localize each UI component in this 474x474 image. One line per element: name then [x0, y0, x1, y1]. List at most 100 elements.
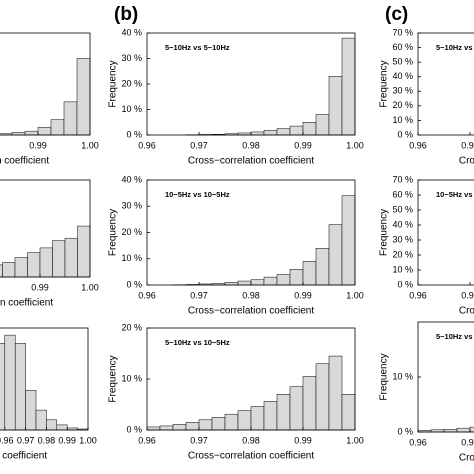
histogram-bar [328, 224, 343, 286]
histogram-bar [315, 363, 330, 431]
x-tick-label: 0.97 [461, 437, 474, 447]
y-tick-label: 10 % [392, 371, 413, 381]
histogram-bar [35, 409, 47, 431]
histogram-bar [224, 413, 239, 431]
histogram-bar [237, 410, 252, 431]
x-axis-label: Cross−correlation coefficient [459, 156, 474, 167]
y-tick-label: 40 % [392, 219, 413, 229]
x-tick-label: 0.99 [294, 290, 312, 300]
x-tick-label: 0.99 [31, 282, 49, 292]
x-axis-label: Cross−correlation coefficient [188, 451, 314, 462]
histogram-bar [341, 394, 356, 431]
x-tick-label: 0.96 [138, 435, 156, 445]
histogram-bar [52, 240, 66, 278]
histogram-bar [76, 58, 91, 136]
x-tick-label: 0.97 [17, 435, 35, 445]
y-axis-label: Frequency [108, 60, 119, 107]
plot-frame [417, 179, 474, 286]
histogram-bar [276, 274, 291, 286]
x-axis-label: Cross−correlation coefficient [459, 453, 474, 464]
y-tick-label: 70 % [392, 174, 413, 184]
x-tick-label: 1.00 [346, 140, 364, 150]
y-tick-label: 60 % [392, 42, 413, 52]
x-tick-label: 0.98 [242, 435, 260, 445]
histogram-bar [77, 225, 91, 278]
y-tick-label: 30 % [121, 201, 142, 211]
histogram-bar [27, 252, 41, 278]
y-tick-label: 0 % [397, 279, 413, 289]
y-tick-label: 20 % [392, 249, 413, 259]
y-axis-label: Frequency [108, 355, 119, 402]
y-tick-label: 70 % [392, 27, 413, 37]
x-axis-label: Cross−correlation coefficient [0, 451, 47, 462]
y-tick-label: 0 % [397, 426, 413, 436]
y-axis-label: Frequency [379, 353, 390, 400]
y-tick-label: 40 % [121, 174, 142, 184]
histogram-bar [146, 426, 161, 431]
x-tick-label: 0.99 [29, 140, 47, 150]
histogram-bar [328, 76, 343, 136]
histogram-bar [263, 401, 278, 431]
y-tick-label: 10 % [121, 373, 142, 383]
histogram-bar [0, 264, 3, 278]
y-tick-label: 0 % [397, 129, 413, 139]
histogram-bar [289, 386, 304, 431]
x-tick-label: 1.00 [346, 435, 364, 445]
x-tick-label: 0.97 [461, 140, 474, 150]
y-tick-label: 40 % [392, 71, 413, 81]
x-tick-label: 0.96 [409, 437, 427, 447]
x-tick-label: 0.99 [294, 140, 312, 150]
histogram-bar [443, 429, 458, 433]
y-tick-label: 50 % [392, 204, 413, 214]
x-tick-label: 1.00 [81, 282, 99, 292]
y-tick-label: 30 % [121, 53, 142, 63]
histogram-bar [185, 422, 200, 431]
histogram-bar [172, 424, 187, 431]
x-tick-label: 0.96 [409, 140, 427, 150]
y-tick-label: 20 % [392, 100, 413, 110]
y-tick-label: 10 % [121, 253, 142, 263]
x-tick-label: 0.96 [138, 290, 156, 300]
histogram-bar [456, 427, 471, 433]
panel-annotation: 5−10Hz vs 5−10Hz [436, 43, 474, 52]
y-tick-label: 0 % [126, 279, 142, 289]
panel-letter: (b) [114, 4, 138, 25]
x-tick-label: 0.97 [461, 290, 474, 300]
histogram-bar [263, 276, 278, 286]
histogram-bar [237, 280, 252, 286]
histogram-bar [328, 355, 343, 431]
histogram-bar [302, 376, 317, 431]
histogram-bar [315, 114, 330, 136]
x-tick-label: 0.98 [242, 290, 260, 300]
panel-annotation: 10−5Hz vs 10−5Hz [436, 190, 474, 199]
y-tick-label: 20 % [121, 322, 142, 332]
histogram-bar [211, 417, 226, 431]
y-axis-label: Frequency [379, 60, 390, 107]
histogram-bar [14, 343, 26, 431]
panel-annotation: 5−10Hz vs 10−5Hz [436, 332, 474, 341]
x-tick-label: 0.99 [58, 435, 76, 445]
histogram-bar [315, 248, 330, 286]
plot-frame [417, 32, 474, 136]
histogram-bar [250, 406, 265, 431]
histogram-bar [263, 130, 278, 136]
x-axis-label: Cross−correlation coefficient [188, 306, 314, 317]
y-axis-label: Frequency [108, 209, 119, 256]
histogram-bar [341, 37, 356, 136]
plot-frame [0, 32, 91, 136]
histogram-bar [289, 125, 304, 136]
histogram-bar [14, 257, 28, 278]
y-tick-label: 20 % [121, 227, 142, 237]
x-tick-label: 1.00 [346, 290, 364, 300]
histogram-bar [64, 237, 78, 278]
y-tick-label: 60 % [392, 189, 413, 199]
histogram-bar [37, 127, 52, 136]
plot-frame [0, 179, 91, 278]
histogram-bar [159, 425, 174, 431]
histogram-bar [63, 101, 78, 136]
x-axis-label: Cross−correlation coefficient [188, 156, 314, 167]
histogram-bar [25, 389, 37, 431]
panel-annotation: 5−10Hz vs 5−10Hz [165, 43, 230, 52]
x-tick-label: 0.98 [242, 140, 260, 150]
y-tick-label: 30 % [392, 86, 413, 96]
